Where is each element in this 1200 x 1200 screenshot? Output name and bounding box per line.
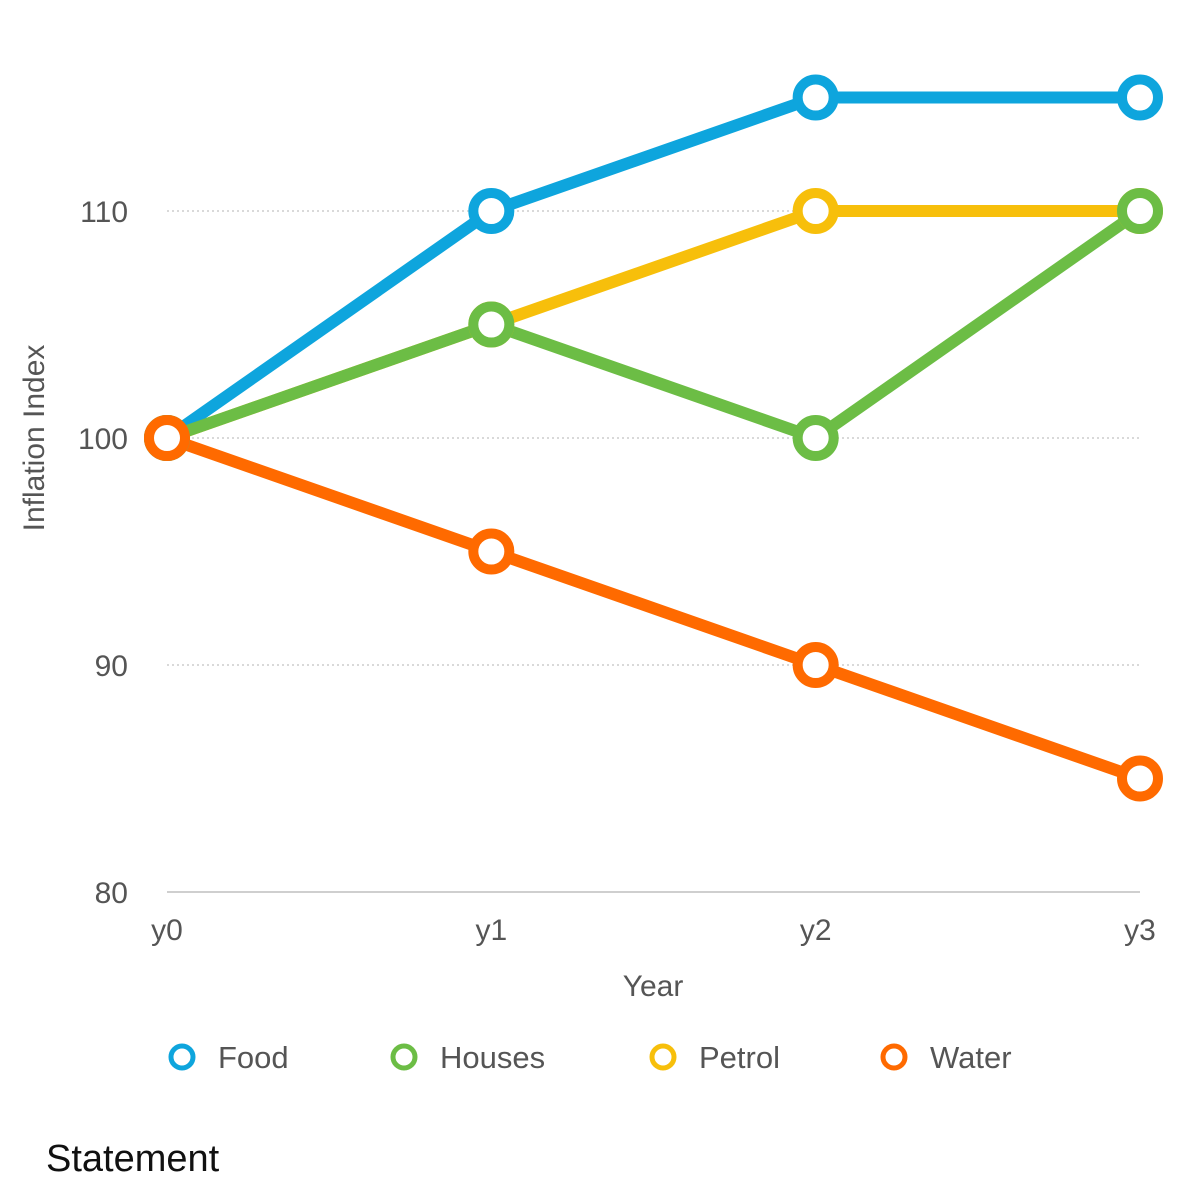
legend-label: Water [930, 1040, 1012, 1075]
y-tick-label: 90 [95, 650, 128, 683]
data-point-food-y3[interactable] [1117, 74, 1163, 121]
data-point-food-y1[interactable] [468, 188, 515, 234]
data-point-water-y2[interactable] [792, 642, 839, 688]
x-axis-ticks: y0 y1 y2 y3 [151, 914, 1156, 947]
series-line-food [161, 91, 1146, 444]
legend-label: Food [218, 1040, 289, 1075]
series-line-houses [161, 205, 1146, 444]
legend-label: Houses [440, 1040, 545, 1075]
x-tick-label: y0 [151, 914, 183, 947]
series-lines [161, 91, 1146, 785]
legend-label: Petrol [699, 1040, 780, 1075]
chart-canvas: 80 90 100 110 y0 y1 y2 y3 Inflation Index Year… [18, 74, 1163, 1075]
data-point-houses-y1[interactable] [468, 301, 515, 348]
data-point-water-y0[interactable] [144, 415, 190, 461]
legend-marker-icon [649, 1043, 677, 1071]
legend-marker-icon [168, 1043, 196, 1071]
y-tick-label: 110 [80, 196, 128, 229]
data-point-water-y1[interactable] [468, 528, 515, 575]
data-point-houses-y2[interactable] [792, 415, 839, 461]
x-tick-label: y2 [800, 914, 832, 947]
y-tick-label: 100 [78, 423, 128, 456]
legend-marker-icon [880, 1043, 908, 1071]
data-point-petrol-y2[interactable] [792, 188, 839, 234]
y-axis-ticks: 80 90 100 110 [78, 196, 128, 910]
legend-item-food[interactable]: Food [168, 1040, 289, 1075]
legend: Food Houses Petrol Water [168, 1040, 1012, 1075]
series-line-petrol [161, 205, 1146, 444]
legend-marker-icon [390, 1043, 418, 1071]
data-point-water-y3[interactable] [1117, 755, 1163, 802]
x-tick-label: y1 [475, 914, 507, 947]
x-axis-title: Year [623, 970, 684, 1003]
series-line-water [161, 432, 1146, 785]
legend-item-houses[interactable]: Houses [390, 1040, 545, 1075]
y-axis-title: Inflation Index [18, 345, 51, 532]
legend-item-water[interactable]: Water [880, 1040, 1012, 1075]
legend-item-petrol[interactable]: Petrol [649, 1040, 780, 1075]
series-points [144, 74, 1163, 802]
statement-heading: Statement [46, 1138, 220, 1180]
data-point-houses-y3[interactable] [1117, 188, 1163, 234]
y-tick-label: 80 [95, 877, 128, 910]
data-point-food-y2[interactable] [792, 74, 839, 121]
x-tick-label: y3 [1124, 914, 1156, 947]
